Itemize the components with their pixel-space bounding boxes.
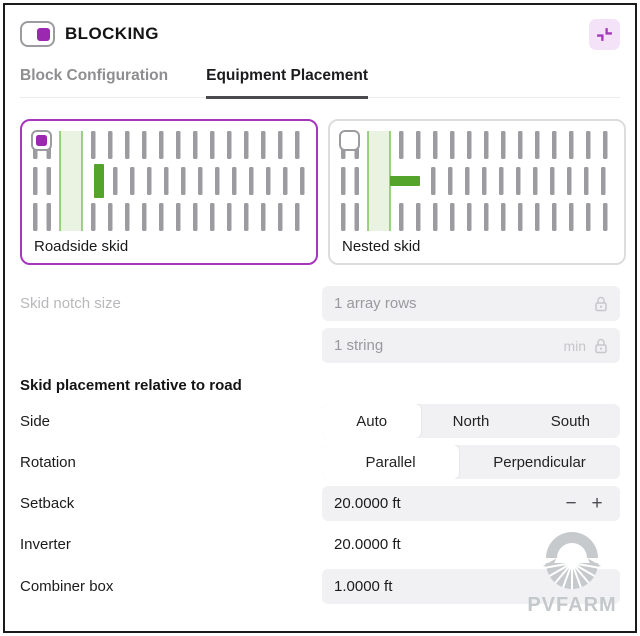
setback-decrement-button[interactable]: −	[560, 494, 582, 513]
collapse-button[interactable]	[589, 18, 620, 50]
min-badge: min	[563, 337, 586, 354]
side-option-north[interactable]: North	[452, 412, 490, 430]
setback-label: Setback	[20, 495, 75, 512]
rotation-option-parallel[interactable]: Parallel	[322, 445, 460, 479]
tab-block-configuration[interactable]: Block Configuration	[20, 67, 169, 84]
side-label: Side	[20, 412, 51, 430]
card-label: Roadside skid	[34, 238, 129, 255]
roadside-skid-checkbox[interactable]	[31, 130, 52, 151]
equipment-placement-form: Skid notch size 1 array rows 1 string	[20, 286, 620, 604]
roadside-skid-diagram	[33, 131, 305, 231]
skid-type-options: Roadside skid Nested skid	[20, 119, 626, 265]
inverter-value: 20.0000 ft	[334, 535, 401, 553]
setback-row: Setback 20.0000 ft − +	[20, 486, 620, 521]
panel-title: BLOCKING	[65, 24, 159, 43]
panel-header: BLOCKING	[20, 17, 620, 51]
side-row: Side Auto North South	[20, 404, 620, 438]
collapse-corner-icon	[597, 27, 612, 41]
card-label: Nested skid	[342, 238, 421, 255]
side-option-south[interactable]: South	[550, 412, 590, 430]
skid-placement-section-header: Skid placement relative to road	[20, 377, 242, 394]
rotation-label: Rotation	[20, 453, 76, 471]
lock-icon	[595, 296, 607, 311]
tab-equipment-placement[interactable]: Equipment Placement	[206, 67, 369, 99]
tab-bar: Block Configuration Equipment Placement	[20, 67, 620, 99]
combiner-box-value: 1.0000 ft	[334, 578, 393, 595]
side-option-auto[interactable]: Auto	[322, 404, 422, 438]
inverter-row: Inverter 20.0000 ft	[20, 533, 620, 555]
setback-field[interactable]: 20.0000 ft − +	[322, 486, 620, 521]
array-rows-value: 1 array rows	[334, 295, 417, 312]
lock-icon	[595, 338, 607, 353]
card-nested-skid[interactable]: Nested skid	[328, 119, 626, 265]
rotation-option-perpendicular[interactable]: Perpendicular	[493, 453, 586, 471]
combiner-box-field[interactable]: 1.0000 ft	[322, 569, 620, 604]
array-rows-field: 1 array rows	[322, 286, 620, 321]
blocking-panel: BLOCKING Block Configuration Equipment P…	[3, 3, 637, 633]
setback-increment-button[interactable]: +	[586, 494, 608, 513]
blocking-toggle-state	[37, 27, 50, 41]
nested-skid-checkbox[interactable]	[339, 130, 360, 151]
nested-skid-diagram	[341, 131, 608, 231]
card-roadside-skid[interactable]: Roadside skid	[20, 119, 318, 265]
checkbox-checked-mark	[36, 135, 47, 146]
rotation-row: Rotation Parallel Perpendicular	[20, 445, 620, 479]
string-field: 1 string min	[322, 328, 620, 363]
setback-value: 20.0000 ft	[334, 495, 401, 512]
blocking-toggle-icon[interactable]	[20, 21, 55, 47]
side-segmented-control: Auto North South	[322, 404, 620, 438]
inverter-label: Inverter	[20, 535, 71, 553]
string-value: 1 string	[334, 337, 384, 354]
skid-notch-string-row: 1 string min	[20, 328, 620, 363]
combiner-box-row: Combiner box 1.0000 ft	[20, 569, 620, 604]
skid-notch-size-label: Skid notch size	[20, 295, 121, 312]
rotation-segmented-control: Parallel Perpendicular	[322, 445, 620, 479]
skid-notch-rows-row: Skid notch size 1 array rows	[20, 286, 620, 321]
combiner-box-label: Combiner box	[20, 578, 114, 595]
